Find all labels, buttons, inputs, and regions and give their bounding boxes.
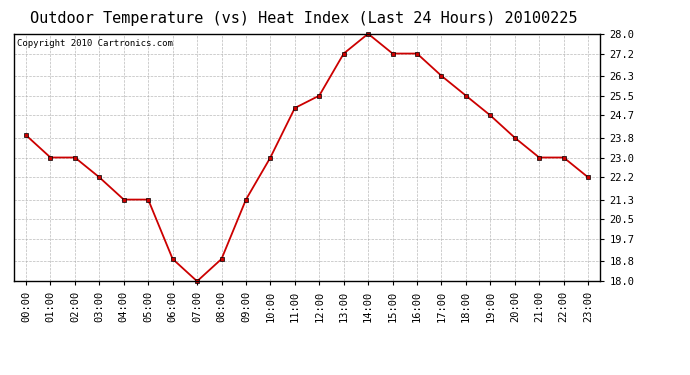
Text: Copyright 2010 Cartronics.com: Copyright 2010 Cartronics.com [17,39,172,48]
Text: Outdoor Temperature (vs) Heat Index (Last 24 Hours) 20100225: Outdoor Temperature (vs) Heat Index (Las… [30,11,578,26]
